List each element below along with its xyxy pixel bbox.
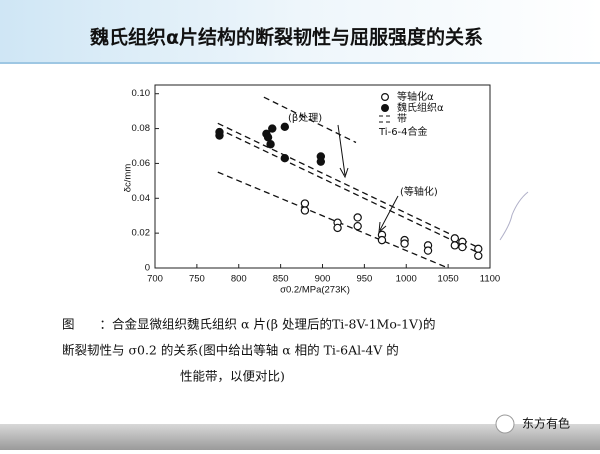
x-tick-label: 1050 xyxy=(438,274,459,285)
point xyxy=(353,221,362,231)
x-tick-label: 900 xyxy=(315,274,331,285)
header-rule xyxy=(0,62,600,64)
point xyxy=(400,239,409,248)
band-line xyxy=(217,122,478,248)
x-tick-label: 750 xyxy=(189,274,205,285)
x-tick-label: 850 xyxy=(273,274,289,285)
point xyxy=(280,153,290,163)
point xyxy=(458,242,467,252)
point xyxy=(450,234,460,243)
y-tick-label: 0.02 xyxy=(132,228,151,239)
band-line xyxy=(217,171,449,269)
annotation: (等轴化) xyxy=(400,185,438,198)
point xyxy=(263,133,273,142)
slide-title: 魏氏组织α片结构的断裂韧性与屈服强度的关系 xyxy=(89,26,483,49)
y-tick-label: 0.04 xyxy=(132,193,151,204)
point xyxy=(353,213,362,222)
point xyxy=(377,235,387,245)
y-tick-label: 0.06 xyxy=(132,158,151,169)
point xyxy=(474,251,483,260)
caption-line: 断裂韧性与 σ0.2 的关系(图中给出等轴 α 相的 Ti-6Al-4V 的 xyxy=(62,343,399,358)
point xyxy=(474,244,483,254)
y-axis-label: δc/mm xyxy=(123,164,134,193)
watermark: 东方有色 xyxy=(522,416,570,431)
x-tick-label: 700 xyxy=(147,274,163,285)
legend-label: Ti-6-4合金 xyxy=(378,125,428,138)
watermark-icon xyxy=(495,414,515,434)
caption-line: 性能带，以便对比) xyxy=(180,369,285,384)
y-tick-label: 0.10 xyxy=(132,88,151,99)
legend-marker xyxy=(381,92,390,101)
legend-label: 带 xyxy=(397,113,407,125)
annotation-arrow xyxy=(337,124,349,179)
pen-stroke xyxy=(499,191,529,241)
band-line xyxy=(217,127,478,253)
legend-label: 魏氏组织α xyxy=(397,101,444,114)
x-tick-label: 950 xyxy=(356,274,372,285)
legend-label: 等轴化α xyxy=(397,90,434,103)
point xyxy=(300,199,310,208)
x-tick-label: 1100 xyxy=(480,274,500,285)
point xyxy=(268,124,277,133)
annotation: (β处理) xyxy=(288,112,322,124)
point xyxy=(280,122,290,132)
legend-marker xyxy=(381,103,390,112)
point xyxy=(450,241,460,250)
x-tick-label: 1000 xyxy=(396,274,417,285)
caption-line: 图 ：合金显微组织魏氏组织 α 片(β 处理后的Ti-8V-1Mo-1V)的 xyxy=(62,317,435,332)
x-tick-label: 800 xyxy=(231,274,247,285)
point xyxy=(423,246,433,255)
y-tick-label: 0 xyxy=(145,263,150,274)
point xyxy=(300,206,310,215)
point xyxy=(215,131,224,140)
point xyxy=(266,140,275,149)
band-line xyxy=(263,96,357,144)
point xyxy=(316,157,326,166)
x-axis-label: σ0.2/MPa(273K) xyxy=(280,285,350,296)
header-band xyxy=(0,0,600,62)
y-tick-label: 0.08 xyxy=(132,123,151,134)
point xyxy=(333,223,342,233)
